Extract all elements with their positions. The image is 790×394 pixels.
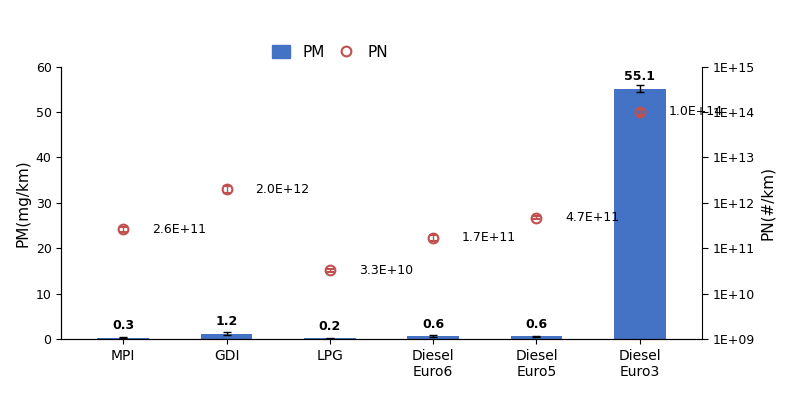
Bar (304, 338, 356, 339)
Legend: PM, PN: PM, PN (266, 39, 394, 66)
Text: 0.6: 0.6 (525, 318, 547, 331)
Text: 4.7E+11: 4.7E+11 (566, 211, 619, 224)
Text: 55.1: 55.1 (624, 70, 655, 83)
Y-axis label: PN(#/km): PN(#/km) (760, 166, 775, 240)
Bar (408, 336, 459, 339)
Text: 1.7E+11: 1.7E+11 (462, 231, 516, 244)
Text: 0.3: 0.3 (112, 319, 134, 332)
Text: 0.2: 0.2 (318, 320, 341, 333)
Text: 1.2: 1.2 (216, 315, 238, 328)
Bar (201, 334, 252, 339)
Text: 2.0E+12: 2.0E+12 (255, 182, 310, 195)
Text: 0.6: 0.6 (422, 318, 444, 331)
Bar (97, 338, 149, 339)
Text: 2.6E+11: 2.6E+11 (152, 223, 206, 236)
Text: 3.3E+10: 3.3E+10 (359, 264, 413, 277)
Bar (614, 89, 666, 339)
Y-axis label: PM(mg/km): PM(mg/km) (15, 159, 30, 247)
Text: 1.0E+14: 1.0E+14 (668, 106, 723, 119)
Bar (510, 336, 562, 339)
